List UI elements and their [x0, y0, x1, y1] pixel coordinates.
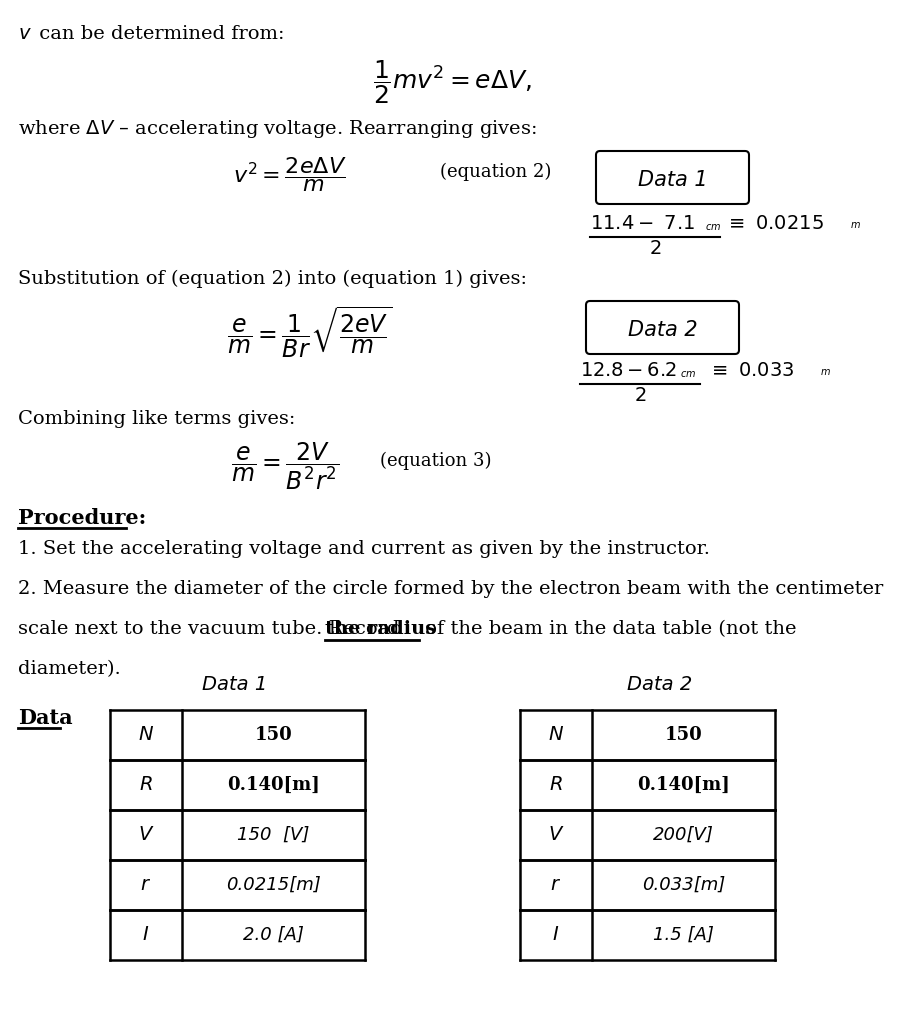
Text: $v^2 = \dfrac{2e\Delta V}{m}$: $v^2 = \dfrac{2e\Delta V}{m}$	[233, 155, 347, 194]
Text: $\equiv\ 0.0215$: $\equiv\ 0.0215$	[724, 215, 823, 233]
Text: 0.140[m]: 0.140[m]	[637, 776, 729, 794]
Text: Data 1: Data 1	[637, 171, 706, 190]
Text: 1. Set the accelerating voltage and current as given by the instructor.: 1. Set the accelerating voltage and curr…	[18, 540, 709, 558]
Text: Data 2: Data 2	[627, 321, 696, 341]
Text: scale next to the vacuum tube. Record: scale next to the vacuum tube. Record	[18, 620, 405, 638]
Text: diameter).: diameter).	[18, 660, 121, 678]
Text: $\mathit{R}$: $\mathit{R}$	[139, 776, 153, 794]
Text: $\equiv\ 0.033$: $\equiv\ 0.033$	[707, 362, 794, 380]
FancyBboxPatch shape	[595, 151, 749, 204]
Text: Combining like terms gives:: Combining like terms gives:	[18, 410, 295, 428]
Text: $\dfrac{1}{2}mv^2 = e\Delta V,$: $\dfrac{1}{2}mv^2 = e\Delta V,$	[372, 58, 531, 105]
Text: 150: 150	[664, 726, 702, 744]
Text: $_{cm}$: $_{cm}$	[679, 366, 695, 380]
Text: Procedure:: Procedure:	[18, 508, 146, 528]
Text: $\dfrac{e}{m} = \dfrac{1}{Br}\sqrt{\dfrac{2eV}{m}}$: $\dfrac{e}{m} = \dfrac{1}{Br}\sqrt{\dfra…	[227, 305, 393, 360]
Text: 2.0 [A]: 2.0 [A]	[243, 926, 303, 944]
Text: 200[V]: 200[V]	[652, 826, 713, 844]
Text: $\mathit{I}$: $\mathit{I}$	[143, 926, 150, 944]
Text: $\mathit{N}$: $\mathit{N}$	[547, 726, 563, 744]
Text: the radius: the radius	[325, 620, 436, 638]
Text: $v$: $v$	[18, 25, 32, 43]
Text: Data 1: Data 1	[202, 675, 267, 694]
Text: $\mathit{r}$: $\mathit{r}$	[140, 876, 152, 894]
Text: $\mathit{N}$: $\mathit{N}$	[138, 726, 154, 744]
Text: $_m$: $_m$	[849, 217, 860, 231]
Text: (equation 2): (equation 2)	[440, 163, 551, 181]
Text: $\mathit{V}$: $\mathit{V}$	[137, 826, 154, 844]
Text: $\mathit{r}$: $\mathit{r}$	[550, 876, 561, 894]
Text: 1.5 [A]: 1.5 [A]	[652, 926, 713, 944]
Text: 150: 150	[255, 726, 292, 744]
FancyBboxPatch shape	[585, 301, 738, 354]
Text: 150  [V]: 150 [V]	[237, 826, 310, 844]
Text: can be determined from:: can be determined from:	[33, 25, 284, 43]
Text: 0.033[m]: 0.033[m]	[641, 876, 724, 894]
Text: $\mathit{V}$: $\mathit{V}$	[547, 826, 563, 844]
Text: $_{cm}$: $_{cm}$	[704, 219, 721, 233]
Text: $_m$: $_m$	[819, 364, 830, 378]
Text: (equation 3): (equation 3)	[379, 452, 491, 470]
Text: $\dfrac{e}{m} = \dfrac{2V}{B^2r^2}$: $\dfrac{e}{m} = \dfrac{2V}{B^2r^2}$	[230, 440, 339, 492]
Text: $\mathit{R}$: $\mathit{R}$	[548, 776, 563, 794]
Text: 0.0215[m]: 0.0215[m]	[226, 876, 321, 894]
Text: $12.8-6.2$: $12.8-6.2$	[580, 362, 676, 380]
Text: $2$: $2$	[648, 240, 660, 258]
Text: where $\Delta V$ – accelerating voltage. Rearranging gives:: where $\Delta V$ – accelerating voltage.…	[18, 118, 536, 140]
Text: 2. Measure the diameter of the circle formed by the electron beam with the centi: 2. Measure the diameter of the circle fo…	[18, 580, 882, 598]
Text: $2$: $2$	[633, 387, 646, 406]
Text: $\mathit{I}$: $\mathit{I}$	[552, 926, 559, 944]
Text: Data 2: Data 2	[627, 675, 692, 694]
Text: Substitution of (equation 2) into (equation 1) gives:: Substitution of (equation 2) into (equat…	[18, 270, 526, 288]
Text: 0.140[m]: 0.140[m]	[227, 776, 320, 794]
Text: $11.4-\ 7.1$: $11.4-\ 7.1$	[590, 215, 694, 233]
Text: Data: Data	[18, 708, 72, 728]
Text: of the beam in the data table (not the: of the beam in the data table (not the	[418, 620, 796, 638]
